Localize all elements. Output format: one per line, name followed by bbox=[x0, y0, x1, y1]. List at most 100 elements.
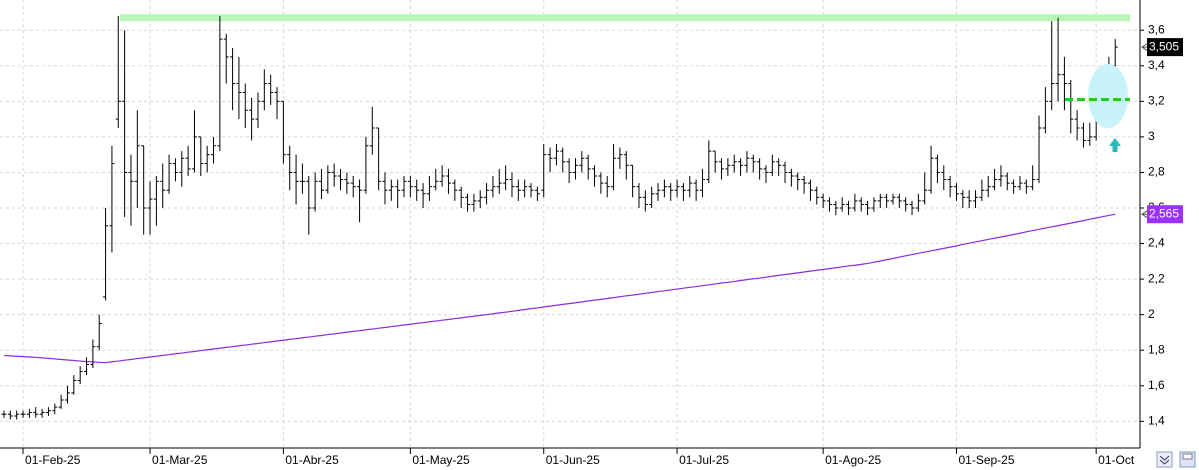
ohlc-bar bbox=[839, 197, 845, 212]
ohlc-bar bbox=[782, 161, 788, 184]
ohlc-bar bbox=[560, 147, 566, 173]
ohlc-bar bbox=[731, 154, 737, 173]
ohlc-bar bbox=[547, 147, 553, 173]
ohlc-bar bbox=[1023, 179, 1029, 194]
y-tick-label: 2,4 bbox=[1148, 236, 1165, 250]
ohlc-bar bbox=[649, 186, 655, 208]
ohlc-bar bbox=[179, 151, 185, 187]
x-tick-label: 01-Oct bbox=[1098, 453, 1135, 467]
ohlc-bar bbox=[338, 168, 344, 191]
ohlc-bar bbox=[769, 154, 775, 176]
ohlc-bar bbox=[795, 172, 801, 191]
ohlc-bar bbox=[833, 200, 839, 216]
ohlc-bar bbox=[776, 158, 782, 176]
ohlc-bar bbox=[998, 165, 1004, 187]
ohlc-bar bbox=[1004, 172, 1010, 191]
ohlc-bar bbox=[680, 183, 686, 201]
ohlc-bar bbox=[1074, 110, 1080, 141]
x-tick-label: 01-May-25 bbox=[412, 453, 470, 467]
ohlc-bar bbox=[1042, 87, 1048, 134]
ohlc-bar bbox=[20, 410, 26, 418]
ohlc-bar bbox=[915, 193, 921, 212]
ohlc-bar bbox=[490, 176, 496, 198]
ohlc-bar bbox=[852, 193, 858, 212]
ohlc-bar bbox=[699, 168, 705, 198]
ohlc-bar bbox=[7, 410, 13, 420]
plot-layer bbox=[0, 0, 1140, 448]
ohlc-bar bbox=[39, 408, 45, 418]
ohlc-bar bbox=[382, 172, 388, 205]
ohlc-bar bbox=[445, 168, 451, 194]
ohlc-bar bbox=[363, 136, 369, 194]
ohlc-bar bbox=[757, 158, 763, 180]
ohlc-bar bbox=[1061, 56, 1067, 111]
ohlc-bar bbox=[242, 83, 248, 128]
ohlc-bar bbox=[325, 165, 331, 194]
ohlc-bar bbox=[896, 193, 902, 208]
ohlc-bar bbox=[579, 151, 585, 173]
ohlc-bar bbox=[280, 100, 286, 164]
ohlc-bar bbox=[985, 176, 991, 198]
ohlc-bar bbox=[661, 179, 667, 198]
ohlc-bar bbox=[255, 92, 261, 128]
ohlc-bar bbox=[439, 165, 445, 187]
ohlc-bar bbox=[344, 172, 350, 194]
ohlc-bar bbox=[14, 410, 20, 420]
ohlc-bar bbox=[1068, 80, 1074, 134]
ohlc-bar bbox=[204, 145, 210, 173]
ohlc-bar bbox=[52, 403, 58, 415]
ohlc-bar bbox=[807, 179, 813, 201]
ohlc-bar bbox=[103, 208, 109, 301]
ohlc-bar bbox=[1055, 17, 1061, 102]
ohlc-bar bbox=[890, 193, 896, 205]
ohlc-bar bbox=[128, 154, 134, 226]
ohlc-bar bbox=[541, 144, 547, 198]
ohlc-bar bbox=[941, 165, 947, 191]
ohlc-bar bbox=[395, 179, 401, 208]
ohlc-bar bbox=[515, 179, 521, 201]
ohlc-bar bbox=[503, 165, 509, 191]
ohlc-bar bbox=[592, 165, 598, 187]
ohlc-bar bbox=[84, 357, 90, 376]
ohlc-bar bbox=[522, 179, 528, 198]
ohlc-bar bbox=[71, 375, 77, 395]
x-tick-label: 01-Mar-25 bbox=[152, 453, 208, 467]
ohlc-bar bbox=[223, 33, 229, 84]
ohlc-bar bbox=[134, 110, 140, 208]
ohlc-bar bbox=[655, 183, 661, 201]
ohlc-bar bbox=[64, 385, 70, 404]
ohlc-bar bbox=[966, 190, 972, 208]
ohlc-bar bbox=[674, 179, 680, 198]
x-tick-label: 01-Jun-25 bbox=[546, 453, 600, 467]
ohlc-bar bbox=[369, 106, 375, 155]
ohlc-bar bbox=[725, 158, 731, 176]
ohlc-bar bbox=[909, 200, 915, 216]
ohlc-bar bbox=[293, 154, 299, 205]
ohlc-bar bbox=[865, 200, 871, 216]
y-tick-label: 3,6 bbox=[1148, 22, 1165, 36]
ohlc-bar bbox=[693, 179, 699, 201]
ohlc-bar bbox=[115, 16, 121, 128]
ohlc-bar bbox=[668, 183, 674, 201]
ohlc-bar bbox=[509, 172, 515, 198]
ohlc-bar bbox=[160, 163, 166, 208]
ohlc-bar bbox=[566, 158, 572, 184]
ohlc-bar bbox=[528, 183, 534, 198]
ohlc-bar bbox=[484, 183, 490, 205]
ohlc-bar bbox=[496, 168, 502, 194]
ohlc-bar bbox=[846, 200, 852, 216]
ohlc-bar bbox=[611, 144, 617, 191]
ohlc-bar bbox=[477, 190, 483, 208]
ohlc-bar bbox=[198, 136, 204, 176]
ohlc-bar bbox=[1049, 21, 1055, 111]
ohlc-bar bbox=[350, 176, 356, 198]
toolbar bbox=[1156, 451, 1196, 468]
price-tag-label: 2,565 bbox=[1149, 206, 1179, 220]
ohlc-bar bbox=[738, 158, 744, 176]
ohlc-bar bbox=[572, 158, 578, 180]
ohlc-bar bbox=[90, 339, 96, 368]
up-arrow bbox=[1109, 138, 1121, 152]
ohlc-bar bbox=[420, 183, 426, 208]
ohlc-bar bbox=[249, 97, 255, 141]
ohlc-bar bbox=[858, 197, 864, 212]
